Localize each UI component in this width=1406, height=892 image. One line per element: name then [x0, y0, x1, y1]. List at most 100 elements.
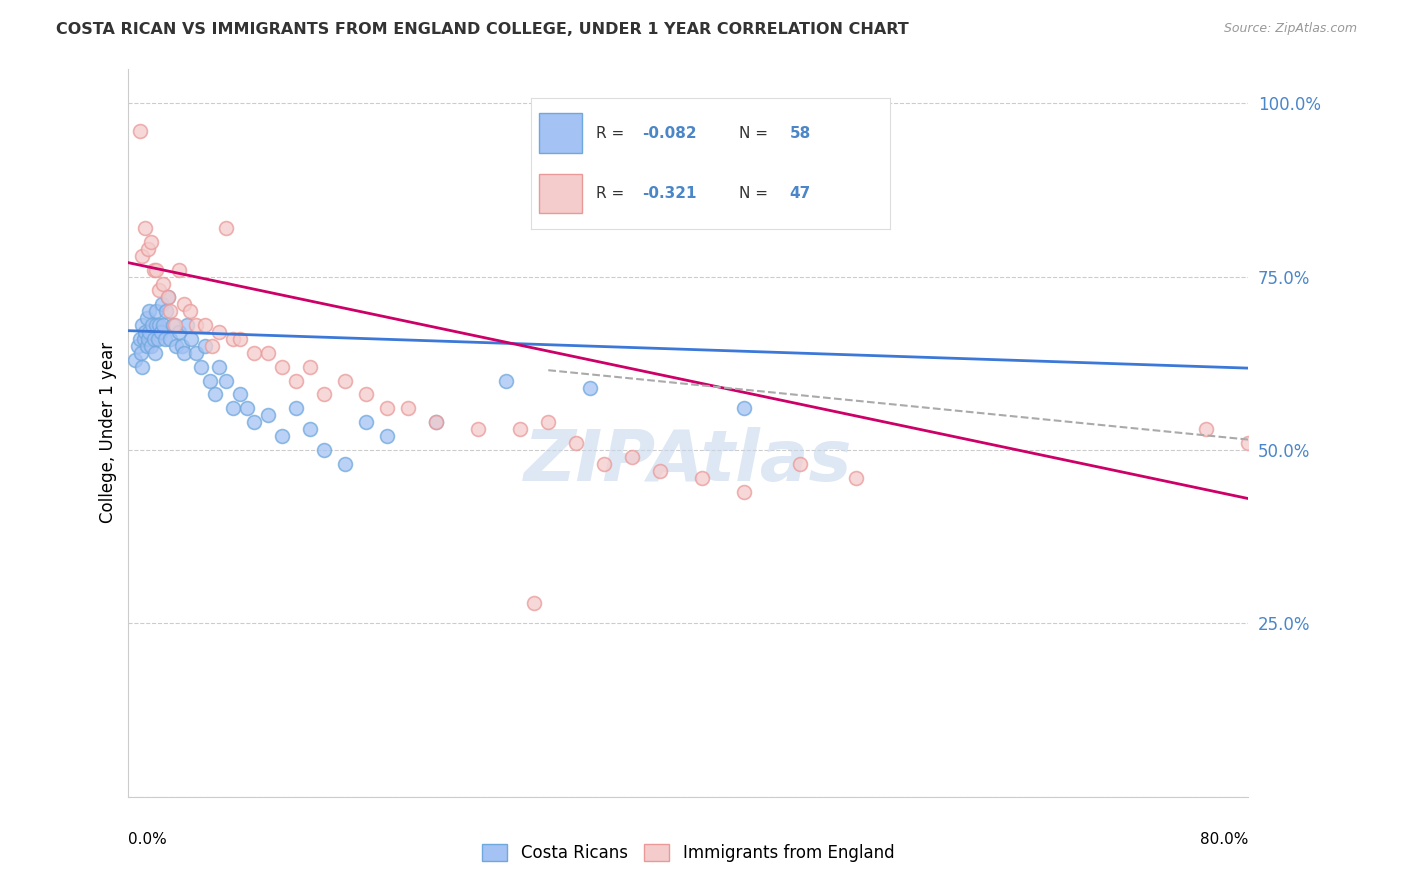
Point — [271, 359, 294, 374]
Point — [593, 457, 616, 471]
Point — [142, 262, 165, 277]
Point — [141, 318, 163, 332]
Point — [215, 374, 238, 388]
Point — [152, 277, 174, 291]
Point — [579, 380, 602, 394]
Point — [194, 339, 217, 353]
Point — [162, 318, 184, 332]
Point — [135, 311, 157, 326]
Point — [184, 346, 207, 360]
Point — [650, 464, 672, 478]
Point — [176, 318, 198, 332]
Point — [257, 346, 280, 360]
Point — [165, 339, 187, 353]
Point — [139, 339, 162, 353]
Point — [146, 332, 169, 346]
Point — [201, 339, 224, 353]
Point — [425, 415, 447, 429]
Point — [377, 429, 399, 443]
Point — [299, 359, 322, 374]
Point — [150, 297, 173, 311]
Point — [179, 304, 201, 318]
Point — [149, 325, 172, 339]
Point — [190, 359, 212, 374]
Y-axis label: College, Under 1 year: College, Under 1 year — [100, 342, 117, 524]
Point — [131, 249, 153, 263]
Point — [131, 359, 153, 374]
Point — [180, 332, 202, 346]
Point — [152, 318, 174, 332]
Point — [565, 436, 588, 450]
Point — [145, 318, 167, 332]
Point — [148, 284, 170, 298]
Point — [222, 401, 245, 416]
Point — [167, 262, 190, 277]
Text: 80.0%: 80.0% — [1199, 832, 1249, 847]
Point — [356, 415, 378, 429]
Point — [134, 221, 156, 235]
Point — [156, 290, 179, 304]
Point — [285, 374, 308, 388]
Point — [124, 352, 146, 367]
Point — [138, 325, 160, 339]
Point — [204, 387, 226, 401]
Point — [173, 346, 195, 360]
Text: COSTA RICAN VS IMMIGRANTS FROM ENGLAND COLLEGE, UNDER 1 YEAR CORRELATION CHART: COSTA RICAN VS IMMIGRANTS FROM ENGLAND C… — [56, 22, 910, 37]
Point — [134, 325, 156, 339]
Point — [215, 221, 238, 235]
Point — [621, 450, 644, 464]
Point — [138, 304, 160, 318]
Point — [135, 339, 157, 353]
Point — [139, 235, 162, 249]
Point — [845, 471, 868, 485]
Point — [198, 374, 221, 388]
Point — [243, 415, 266, 429]
Point — [148, 318, 170, 332]
Point — [170, 339, 193, 353]
Point — [509, 422, 531, 436]
Point — [156, 290, 179, 304]
Point — [229, 387, 252, 401]
Point — [257, 409, 280, 423]
Point — [495, 374, 517, 388]
Point — [145, 304, 167, 318]
Point — [143, 346, 166, 360]
Point — [1237, 436, 1260, 450]
Point — [396, 401, 419, 416]
Point — [208, 359, 231, 374]
Point — [335, 374, 357, 388]
Point — [1195, 422, 1218, 436]
Point — [271, 429, 294, 443]
Point — [314, 387, 336, 401]
Point — [236, 401, 259, 416]
Text: 0.0%: 0.0% — [128, 832, 167, 847]
Point — [299, 422, 322, 436]
Point — [184, 318, 207, 332]
Point — [537, 415, 560, 429]
Point — [789, 457, 811, 471]
Point — [467, 422, 489, 436]
Point — [377, 401, 399, 416]
Point — [733, 401, 755, 416]
Point — [314, 442, 336, 457]
Point — [335, 457, 357, 471]
Point — [243, 346, 266, 360]
Point — [159, 332, 181, 346]
Point — [153, 332, 176, 346]
Point — [159, 304, 181, 318]
Point — [136, 332, 159, 346]
Point — [145, 262, 167, 277]
Point — [127, 339, 149, 353]
Point — [131, 318, 153, 332]
Point — [155, 304, 177, 318]
Legend: Costa Ricans, Immigrants from England: Costa Ricans, Immigrants from England — [475, 837, 901, 869]
Point — [425, 415, 447, 429]
Point — [690, 471, 713, 485]
Point — [285, 401, 308, 416]
Point — [163, 318, 186, 332]
Point — [136, 242, 159, 256]
Text: Source: ZipAtlas.com: Source: ZipAtlas.com — [1223, 22, 1357, 36]
Point — [222, 332, 245, 346]
Point — [208, 325, 231, 339]
Point — [129, 346, 152, 360]
